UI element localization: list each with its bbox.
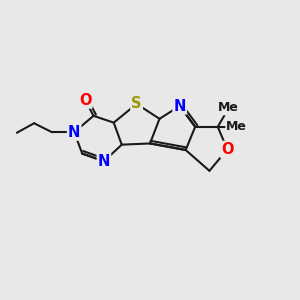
Text: N: N [98,154,110,169]
Text: O: O [79,93,92,108]
Text: O: O [221,142,233,157]
Text: N: N [173,98,186,113]
Text: S: S [131,96,142,111]
Text: Me: Me [226,120,247,133]
Text: N: N [68,125,80,140]
Text: Me: Me [218,101,239,114]
